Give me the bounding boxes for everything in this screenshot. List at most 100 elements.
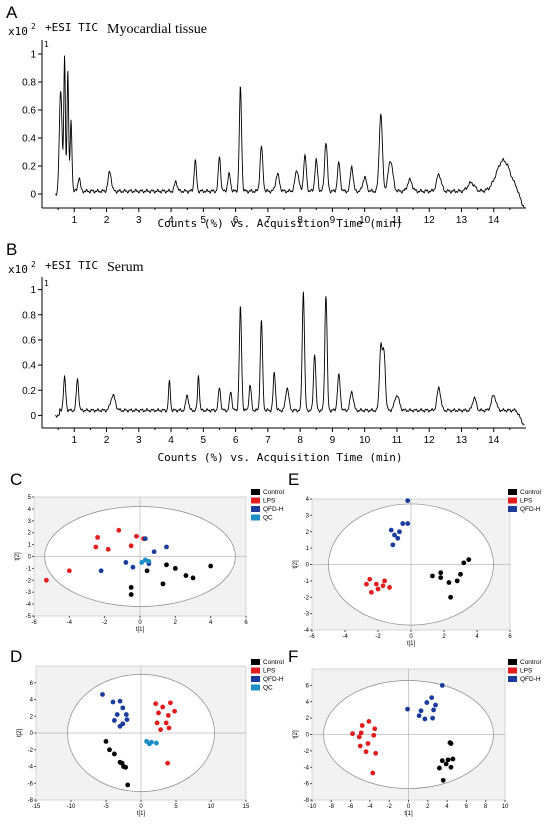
- score-point-qfd-h: [405, 498, 411, 504]
- x-tick-label: 5: [201, 435, 207, 446]
- legend-label: QFD-H: [263, 506, 284, 513]
- score-point-qfd-h: [130, 564, 136, 570]
- panel-label-b: B: [6, 240, 17, 259]
- score-point-lps: [160, 704, 166, 710]
- y-tick-label: 0.6: [22, 335, 36, 346]
- x-tick-label: 5: [201, 215, 207, 226]
- scale-exponent-a: 2: [31, 22, 36, 31]
- y-tick-label: 0: [30, 731, 34, 737]
- y-axis-title: t[2]: [15, 552, 21, 561]
- x-tick-label: -2: [102, 620, 108, 626]
- x-tick-label: 4: [475, 634, 479, 640]
- legend-swatch: [251, 659, 260, 665]
- x-tick-label: 9: [330, 215, 336, 226]
- score-point-lps: [375, 586, 381, 592]
- legend-label: QFD-H: [520, 506, 541, 513]
- score-point-lps: [105, 546, 111, 552]
- x-tick-label: 10: [359, 435, 371, 446]
- x-tick-label: -6: [348, 804, 354, 810]
- x-tick-label: 11: [392, 215, 403, 226]
- score-point-qfd-h: [422, 716, 428, 722]
- score-point-lps: [168, 700, 173, 706]
- y-tick-label: 2: [306, 716, 310, 722]
- y-tick-label: 3: [306, 513, 310, 519]
- score-point-control: [461, 560, 467, 566]
- legend-label: QC: [263, 515, 273, 522]
- score-point-qfd-h: [388, 527, 394, 533]
- x-tick-label: -15: [32, 804, 41, 810]
- score-point-lps: [387, 585, 392, 590]
- x-tick-label: 1: [71, 215, 77, 226]
- score-point-lps: [153, 701, 159, 707]
- x-tick-label: 4: [209, 620, 213, 626]
- legend-label: Control: [263, 659, 285, 666]
- tic-trace: [55, 291, 525, 426]
- score-point-lps: [357, 743, 363, 749]
- score-point-control: [448, 741, 454, 746]
- x-tick-label: 0: [139, 804, 143, 810]
- score-point-qc: [154, 740, 159, 746]
- y-tick-label: 0.8: [22, 310, 36, 321]
- legend-label: LPS: [263, 498, 276, 505]
- score-point-control: [125, 782, 131, 788]
- y-tick-label: -6: [28, 781, 34, 787]
- legend-swatch: [251, 514, 260, 521]
- y-tick-label: -4: [28, 765, 34, 771]
- score-point-lps: [382, 578, 387, 584]
- score-point-lps: [356, 734, 362, 740]
- y-tick-label: 0.4: [22, 361, 36, 372]
- score-point-lps: [371, 732, 377, 738]
- score-point-qfd-h: [123, 712, 129, 717]
- score-point-qc: [146, 558, 152, 564]
- x-tick-label: -10: [308, 804, 317, 810]
- x-tick-label: 12: [424, 215, 436, 226]
- score-point-lps: [43, 577, 49, 583]
- legend-swatch: [508, 667, 517, 674]
- y-tick-label: -2: [304, 749, 310, 755]
- y-tick-label: 0: [306, 563, 310, 569]
- x-tick-label: -6: [31, 620, 37, 626]
- x-tick-label: 2: [174, 620, 178, 626]
- score-point-qfd-h: [405, 706, 410, 712]
- score-point-control: [454, 578, 460, 584]
- y-tick-label: 5: [28, 495, 32, 501]
- legend-swatch: [508, 676, 517, 682]
- score-point-lps: [66, 568, 72, 574]
- x-tick-label: 13: [456, 215, 468, 226]
- score-point-control: [183, 573, 189, 578]
- scale-label-b: x10: [8, 263, 28, 276]
- y-tick-label: -8: [304, 798, 310, 804]
- panel-label-c: C: [10, 470, 22, 489]
- scale-exponent-b: 2: [31, 260, 36, 269]
- legend-label: QFD-H: [263, 676, 284, 683]
- score-point-lps: [358, 730, 364, 736]
- x-tick-label: 8: [484, 804, 488, 810]
- x-tick-label: 4: [168, 435, 174, 446]
- y-tick-label: 0.4: [22, 134, 36, 145]
- y-tick-label: 6: [30, 681, 34, 687]
- panel-c: C -6 -4 -2 0 2 4 6 -5 -4 -3 -2 -1 0 1 2 3 4 5 t[1] t[2] Cont…: [10, 470, 285, 633]
- panel-label-f: F: [288, 647, 298, 666]
- y-tick-label: 2: [28, 531, 32, 537]
- corner-label-a: 1: [44, 40, 49, 49]
- panel-f: F -10 -8 -6 -4 -2 0 2 4 6 8 10-8-6-4-20246t[1]t[2]…: [288, 647, 542, 817]
- score-plot-d: -15 -10 -5 0 5 10 15 -8 -6 -4 -2 0 2 4 6 t[1] t[2] Contro…: [17, 659, 285, 817]
- score-point-lps: [365, 741, 371, 746]
- x-tick-label: 15: [243, 804, 250, 810]
- score-point-qfd-h: [395, 535, 401, 541]
- score-point-qfd-h: [123, 560, 129, 565]
- x-tick-label: 11: [392, 435, 403, 446]
- y-tick-label: -4: [304, 765, 310, 771]
- y-tick-label: -6: [304, 782, 310, 788]
- x-tick-label: 10: [359, 215, 371, 226]
- legend-swatch: [251, 667, 260, 674]
- legend-label: Control: [263, 489, 285, 496]
- score-point-qfd-h: [117, 698, 123, 704]
- y-tick-label: 2: [30, 714, 34, 720]
- score-point-control: [208, 563, 214, 569]
- score-point-control: [443, 761, 449, 767]
- y-tick-label: 3: [28, 519, 32, 525]
- score-point-lps: [363, 749, 369, 755]
- score-point-qfd-h: [114, 712, 120, 717]
